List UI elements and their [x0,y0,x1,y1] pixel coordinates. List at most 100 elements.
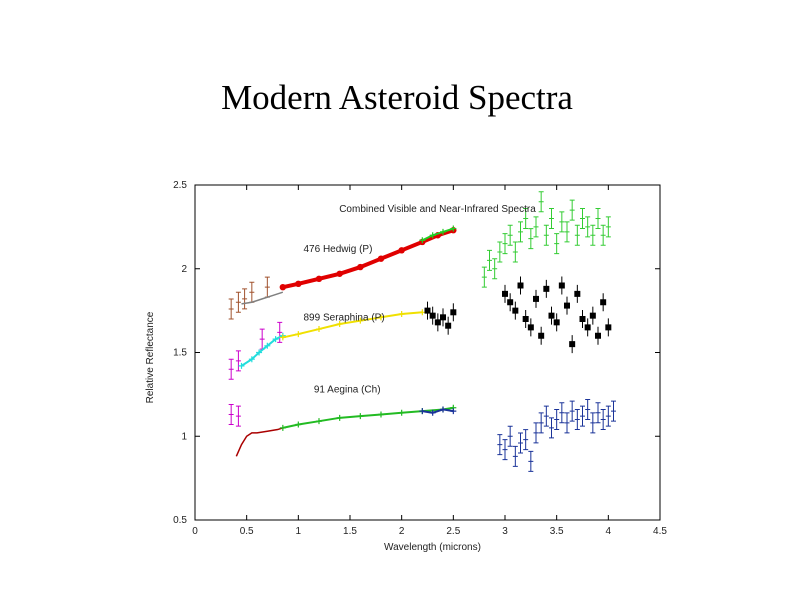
data-series [424,276,612,354]
data-point [248,356,255,363]
data-point [440,314,446,321]
data-point [279,283,287,291]
data-series [497,398,616,472]
series-line [422,408,454,414]
data-point [605,405,611,427]
data-point [235,350,241,372]
series-line [235,427,284,457]
data-point [398,310,405,317]
data-point [507,299,514,306]
data-point [336,270,343,277]
x-tick-label: 0 [192,526,198,537]
data-point [512,241,518,263]
data-point [549,208,554,229]
series-line [282,228,454,290]
data-point [564,302,570,309]
data-point [533,422,539,444]
data-series [238,332,286,369]
data-point [450,408,457,415]
data-point [357,413,364,420]
data-point [527,324,534,331]
data-point [336,414,343,421]
data-point [600,409,606,430]
data-point [316,326,322,333]
data-point [440,228,446,235]
data-point [502,290,508,297]
data-point [378,314,384,321]
data-point [600,224,606,246]
data-point [429,312,436,319]
data-series [241,291,284,305]
x-tick-label: 3.5 [550,526,564,537]
x-tick-label: 1 [296,526,302,537]
data-point [580,208,585,229]
data-point [564,412,570,434]
data-point [315,275,323,282]
data-point [580,405,585,427]
data-point [249,281,255,303]
data-point [595,332,601,339]
x-tick-label: 3 [502,526,508,537]
data-point [377,255,385,262]
data-point [574,290,581,297]
data-point [549,417,554,439]
data-point [419,309,426,316]
data-point [543,405,549,427]
slide-title: Modern Asteroid Spectra [221,78,573,117]
data-series [419,406,457,416]
data-point [574,409,580,430]
chart-title: Combined Visible and Near-Infrared Spect… [339,204,536,215]
data-point [242,288,248,310]
data-point [419,408,426,415]
data-point [228,403,234,425]
data-point [554,233,560,255]
data-point [357,317,364,324]
data-point [595,208,601,229]
data-point [256,349,263,356]
data-point [579,316,586,322]
data-point [434,319,441,326]
data-point [611,400,616,422]
data-series [481,191,611,288]
data-point [585,398,591,420]
y-tick-label: 2.5 [173,180,187,191]
data-point [259,328,265,350]
data-point [553,319,560,326]
data-point [357,263,364,271]
data-point [538,412,544,434]
data-point [277,321,283,343]
data-point [569,199,575,221]
data-point [264,342,271,349]
data-point [502,439,508,461]
data-point [450,225,457,232]
data-series [228,321,283,380]
data-series [228,276,270,320]
data-point [492,258,498,280]
data-point [518,432,523,454]
data-point [569,341,576,348]
data-point [522,316,529,322]
data-series [235,427,284,457]
annotations: 476 Hedwig (P) 899 Seraphina (P) 91 Aegina… [304,244,385,396]
data-point [238,362,245,369]
data-series [419,225,457,244]
data-point [424,307,431,314]
y-axis: 0.5 1 1.5 2 2.5 [173,180,660,526]
data-point [228,358,234,380]
data-point [605,324,612,331]
y-tick-label: 1 [181,431,187,442]
data-point [429,409,436,416]
data-point [481,266,487,288]
data-point [533,295,539,302]
x-tick-label: 4 [606,526,612,537]
data-point [589,312,596,319]
data-point [264,276,270,298]
x-tick-label: 4.5 [653,526,667,537]
data-point [512,307,519,314]
series-annotation: 476 Hedwig (P) [304,244,373,255]
data-series [279,309,426,341]
data-point [543,285,550,292]
data-point [336,321,343,328]
data-point [517,282,524,289]
data-point [228,298,234,320]
